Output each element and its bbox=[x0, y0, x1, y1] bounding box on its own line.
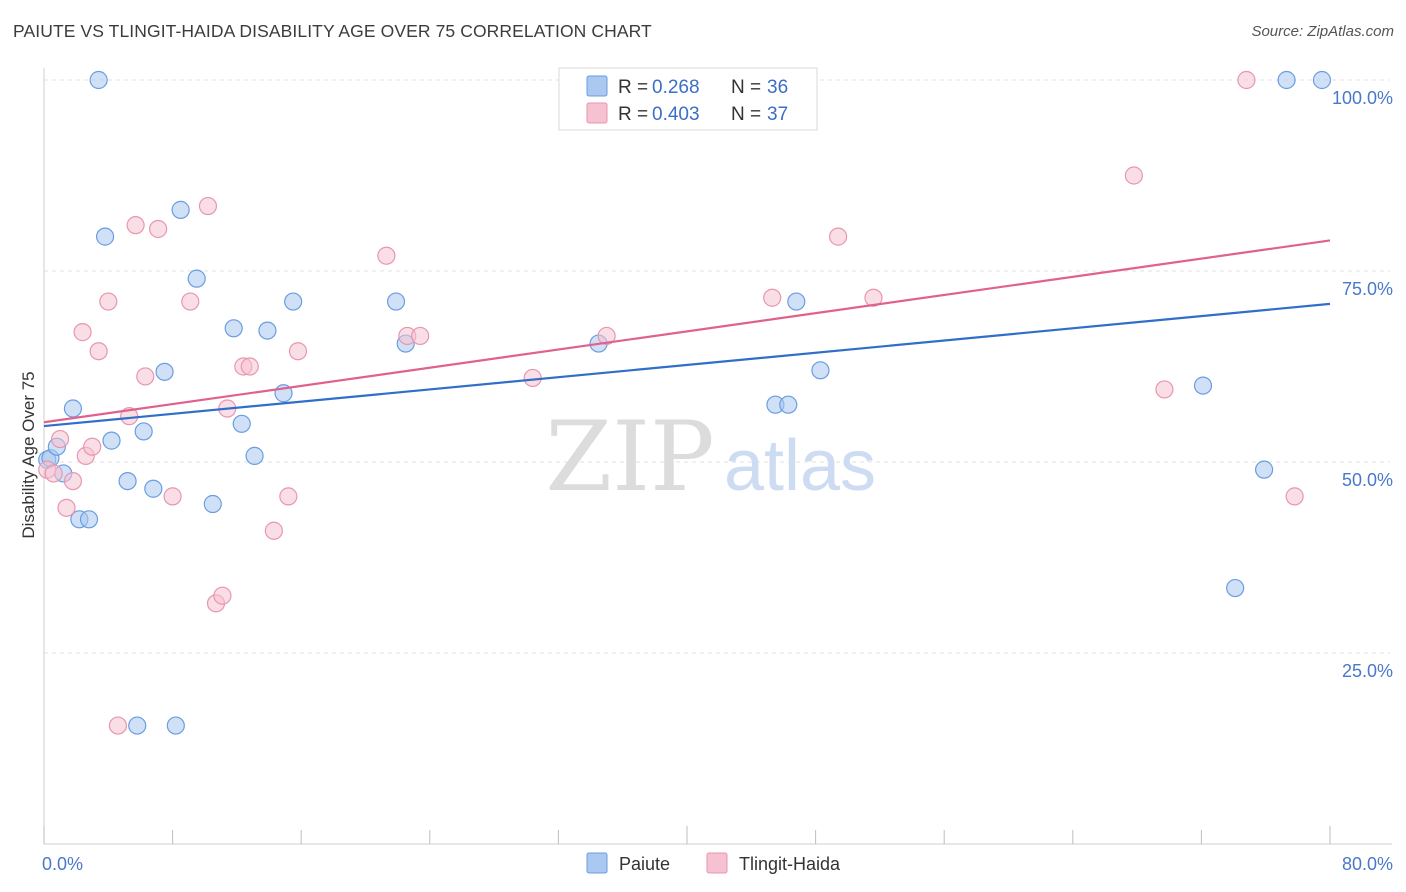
paiute-point bbox=[811, 361, 830, 380]
bottom-legend-label: Paiute bbox=[619, 854, 670, 874]
bottom-legend-label: Tlingit-Haida bbox=[739, 854, 841, 874]
tlingit-haida-point bbox=[864, 288, 883, 307]
paiute-point bbox=[245, 446, 264, 465]
paiute-point bbox=[155, 362, 174, 381]
paiute-point bbox=[89, 70, 108, 90]
trend-lines bbox=[43, 239, 1331, 428]
grid-lines bbox=[44, 79, 1390, 654]
tlingit-haida-point bbox=[108, 716, 128, 735]
paiute-point bbox=[95, 227, 115, 246]
paiute-point bbox=[232, 414, 251, 433]
tlingit-haida-point bbox=[763, 288, 782, 307]
y-tick-label: 75.0% bbox=[1342, 279, 1393, 299]
paiute-trend-line bbox=[43, 302, 1331, 428]
bottom-legend-swatch bbox=[586, 852, 608, 874]
tlingit-haida-point bbox=[181, 292, 200, 311]
paiute-point bbox=[224, 319, 243, 338]
tlingit-haida-point bbox=[288, 342, 308, 361]
paiute-point bbox=[118, 472, 137, 491]
source-label: Source: ZipAtlas.com bbox=[1251, 23, 1394, 40]
paiute-point bbox=[63, 399, 83, 418]
legend-r-label: R = bbox=[618, 77, 648, 98]
paiute-point bbox=[779, 395, 798, 414]
paiute-point bbox=[1277, 70, 1296, 90]
tlingit-haida-point bbox=[89, 342, 108, 361]
paiute-point bbox=[102, 431, 121, 450]
x-tick-label: 80.0% bbox=[1342, 854, 1393, 874]
tlingit-haida-point bbox=[149, 219, 168, 239]
paiute-point bbox=[79, 510, 99, 529]
legend-n-label: N = bbox=[731, 77, 761, 98]
tlingit-haida-point bbox=[1155, 380, 1174, 399]
tlingit-haida-point bbox=[411, 326, 430, 346]
paiute-point bbox=[258, 321, 277, 340]
legend-n-label: N = bbox=[731, 104, 761, 125]
paiute-point bbox=[1193, 376, 1213, 395]
legend: R = 0.268 N = 36 R = 0.403 N = 37 bbox=[558, 67, 818, 131]
paiute-point bbox=[787, 292, 806, 311]
data-points bbox=[38, 70, 1332, 735]
tlingit-haida-point bbox=[240, 357, 259, 376]
paiute-point bbox=[128, 716, 147, 735]
tlingit-haida-point bbox=[523, 368, 542, 388]
watermark: ZIP atlas bbox=[545, 401, 876, 513]
legend-r-value: 0.403 bbox=[652, 104, 700, 125]
chart-title: PAIUTE VS TLINGIT-HAIDA DISABILITY AGE O… bbox=[13, 21, 652, 41]
paiute-point bbox=[1254, 460, 1274, 479]
tlingit-haida-point bbox=[50, 429, 70, 449]
y-tick-label: 100.0% bbox=[1332, 88, 1393, 108]
tlingit-haida-point bbox=[57, 498, 76, 517]
watermark-zip: ZIP bbox=[545, 401, 714, 513]
legend-swatch bbox=[586, 102, 608, 124]
paiute-point bbox=[144, 479, 163, 498]
tlingit-haida-point bbox=[63, 472, 83, 491]
legend-swatch bbox=[586, 75, 608, 97]
bottom-legend: Paiute Tlingit-Haida bbox=[586, 852, 841, 874]
y-axis-label: Disability Age Over 75 bbox=[19, 371, 38, 538]
tlingit-haida-point bbox=[44, 464, 63, 483]
paiute-point bbox=[134, 422, 153, 441]
tlingit-haida-point bbox=[1124, 166, 1143, 185]
paiute-point bbox=[386, 292, 406, 311]
tlingit-haida-point bbox=[829, 227, 848, 246]
tlingit-haida-point bbox=[198, 196, 218, 216]
legend-r-label: R = bbox=[618, 104, 648, 125]
tlingit-haida-point bbox=[1285, 487, 1304, 506]
tlingit-haida-point bbox=[264, 521, 283, 540]
bottom-legend-swatch bbox=[706, 852, 728, 874]
tlingit-haida-point bbox=[99, 292, 118, 311]
tlingit-haida-point bbox=[213, 586, 232, 605]
paiute-point bbox=[1226, 578, 1245, 598]
tlingit-haida-point bbox=[163, 487, 182, 506]
tlingit-haida-point bbox=[136, 367, 155, 386]
paiute-point bbox=[203, 494, 222, 514]
paiute-point bbox=[284, 292, 303, 311]
legend-n-value: 36 bbox=[767, 77, 788, 98]
tlingit-haida-point bbox=[126, 216, 145, 235]
y-tick-label: 50.0% bbox=[1342, 470, 1393, 490]
legend-r-value: 0.268 bbox=[652, 77, 700, 98]
watermark-atlas: atlas bbox=[724, 426, 876, 506]
legend-n-value: 37 bbox=[767, 104, 788, 125]
tick-labels: 25.0% 50.0% 75.0% 100.0% 0.0% 80.0% bbox=[42, 88, 1393, 874]
tlingit-haida-point bbox=[377, 246, 396, 265]
tlingit-haida-point bbox=[83, 437, 102, 456]
tlingit-haida-point bbox=[73, 323, 92, 342]
tlingit-haida-point bbox=[1237, 70, 1256, 90]
paiute-point bbox=[187, 269, 206, 288]
paiute-point bbox=[166, 716, 185, 735]
paiute-point bbox=[171, 200, 190, 219]
x-tick-label: 0.0% bbox=[42, 854, 83, 874]
paiute-point bbox=[1312, 70, 1332, 90]
tlingit-haida-point bbox=[597, 326, 616, 346]
tlingit-haida-point bbox=[279, 487, 298, 506]
y-tick-label: 25.0% bbox=[1342, 661, 1393, 681]
tlingit-haida-trend-line bbox=[43, 239, 1331, 424]
